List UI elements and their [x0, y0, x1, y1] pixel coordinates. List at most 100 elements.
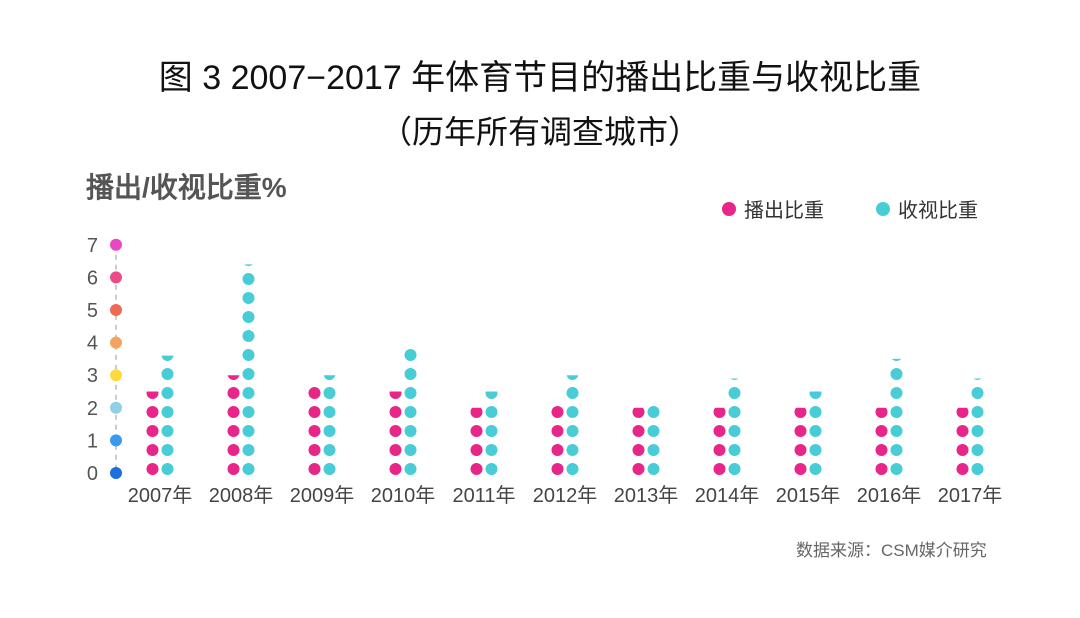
data-dot-partial	[730, 378, 739, 380]
viewing-share-column	[566, 375, 579, 475]
data-dot	[227, 406, 240, 418]
data-dot	[389, 406, 402, 418]
data-dot	[875, 444, 888, 456]
viewing-share-column	[161, 355, 174, 475]
data-dot	[146, 444, 159, 456]
x-tick-label: 2012年	[533, 484, 598, 507]
data-dot	[890, 463, 903, 475]
data-dot	[794, 425, 807, 437]
data-dot	[161, 368, 174, 380]
data-dot-partial	[632, 407, 645, 418]
viewing-share-column	[485, 391, 498, 475]
data-dot	[404, 444, 417, 456]
y-tick-dot	[110, 434, 122, 447]
data-dot-partial	[566, 375, 579, 380]
x-tick-label: 2015年	[776, 484, 841, 507]
x-tick-label: 2014年	[695, 484, 760, 507]
data-dot	[323, 387, 336, 399]
broadcast-share-column	[551, 406, 564, 475]
data-dot	[971, 425, 984, 437]
data-dot	[308, 387, 321, 399]
y-tick-dot	[110, 336, 122, 349]
data-dot	[647, 463, 660, 475]
viewing-share-column	[890, 358, 903, 475]
data-dot-partial	[956, 407, 969, 418]
data-dot-partial	[146, 391, 159, 399]
broadcast-share-column	[713, 407, 726, 475]
data-dot	[485, 425, 498, 437]
x-tick-label: 2008年	[209, 484, 274, 507]
data-dot	[404, 406, 417, 418]
broadcast-share-column	[308, 387, 321, 475]
broadcast-share-column	[875, 407, 888, 475]
data-dot	[161, 406, 174, 418]
data-dot	[470, 425, 483, 437]
data-dot	[809, 444, 822, 456]
data-dot	[890, 387, 903, 399]
data-dot	[566, 406, 579, 418]
y-tick-label: 4	[87, 333, 98, 355]
data-dot	[551, 425, 564, 437]
data-dot-partial	[244, 264, 253, 266]
data-dot	[728, 387, 741, 399]
data-dot-partial	[973, 378, 982, 380]
data-dot	[809, 425, 822, 437]
data-dot	[971, 406, 984, 418]
data-dot-partial	[794, 407, 807, 418]
data-dot	[146, 406, 159, 418]
data-dot	[551, 444, 564, 456]
data-dot	[323, 425, 336, 437]
viewing-share-column	[647, 406, 660, 475]
data-dot-partial	[323, 375, 336, 380]
data-dot	[146, 425, 159, 437]
legend-item-broadcast: 播出比重	[722, 194, 824, 223]
data-dot	[485, 406, 498, 418]
data-dot	[971, 387, 984, 399]
x-tick-label: 2011年	[452, 484, 515, 507]
x-tick-label: 2013年	[614, 484, 679, 507]
data-dot	[227, 387, 240, 399]
legend-dot-broadcast	[722, 201, 736, 216]
data-dot	[713, 463, 726, 475]
data-dot	[161, 444, 174, 456]
data-dot	[647, 425, 660, 437]
data-dot	[242, 444, 255, 456]
data-dot	[242, 292, 255, 304]
data-dot	[632, 444, 645, 456]
broadcast-share-column	[146, 391, 159, 475]
data-dot	[551, 406, 564, 418]
viewing-share-column	[971, 378, 984, 475]
legend-label-broadcast: 播出比重	[744, 200, 824, 222]
data-dot	[242, 463, 255, 475]
data-dot	[956, 463, 969, 475]
broadcast-share-column	[794, 407, 807, 475]
data-dot-partial	[470, 407, 483, 418]
viewing-share-column	[323, 375, 336, 475]
data-dot	[242, 406, 255, 418]
data-dot-partial	[389, 391, 402, 399]
y-tick-label: 5	[87, 300, 98, 322]
legend-dot-viewing	[876, 201, 890, 216]
data-dot	[242, 387, 255, 399]
data-dot	[566, 425, 579, 437]
data-dot	[485, 444, 498, 456]
data-dot	[146, 463, 159, 475]
x-tick-label: 2016年	[857, 484, 922, 507]
data-dot	[470, 444, 483, 456]
x-tick-label: 2009年	[290, 484, 355, 507]
broadcast-share-column	[227, 375, 240, 475]
data-dot	[404, 387, 417, 399]
data-dot	[728, 444, 741, 456]
y-tick-dot	[110, 369, 122, 382]
viewing-share-column	[809, 391, 822, 475]
data-dot	[242, 330, 255, 342]
data-dot	[890, 368, 903, 380]
y-tick-label: 0	[87, 463, 98, 485]
data-dot	[227, 463, 240, 475]
data-dot	[227, 425, 240, 437]
chart-title: 图 3 2007−2017 年体育节目的播出比重与收视比重	[158, 59, 922, 97]
y-tick-dot	[110, 401, 122, 414]
data-dot-partial	[227, 375, 240, 380]
data-dot	[713, 425, 726, 437]
